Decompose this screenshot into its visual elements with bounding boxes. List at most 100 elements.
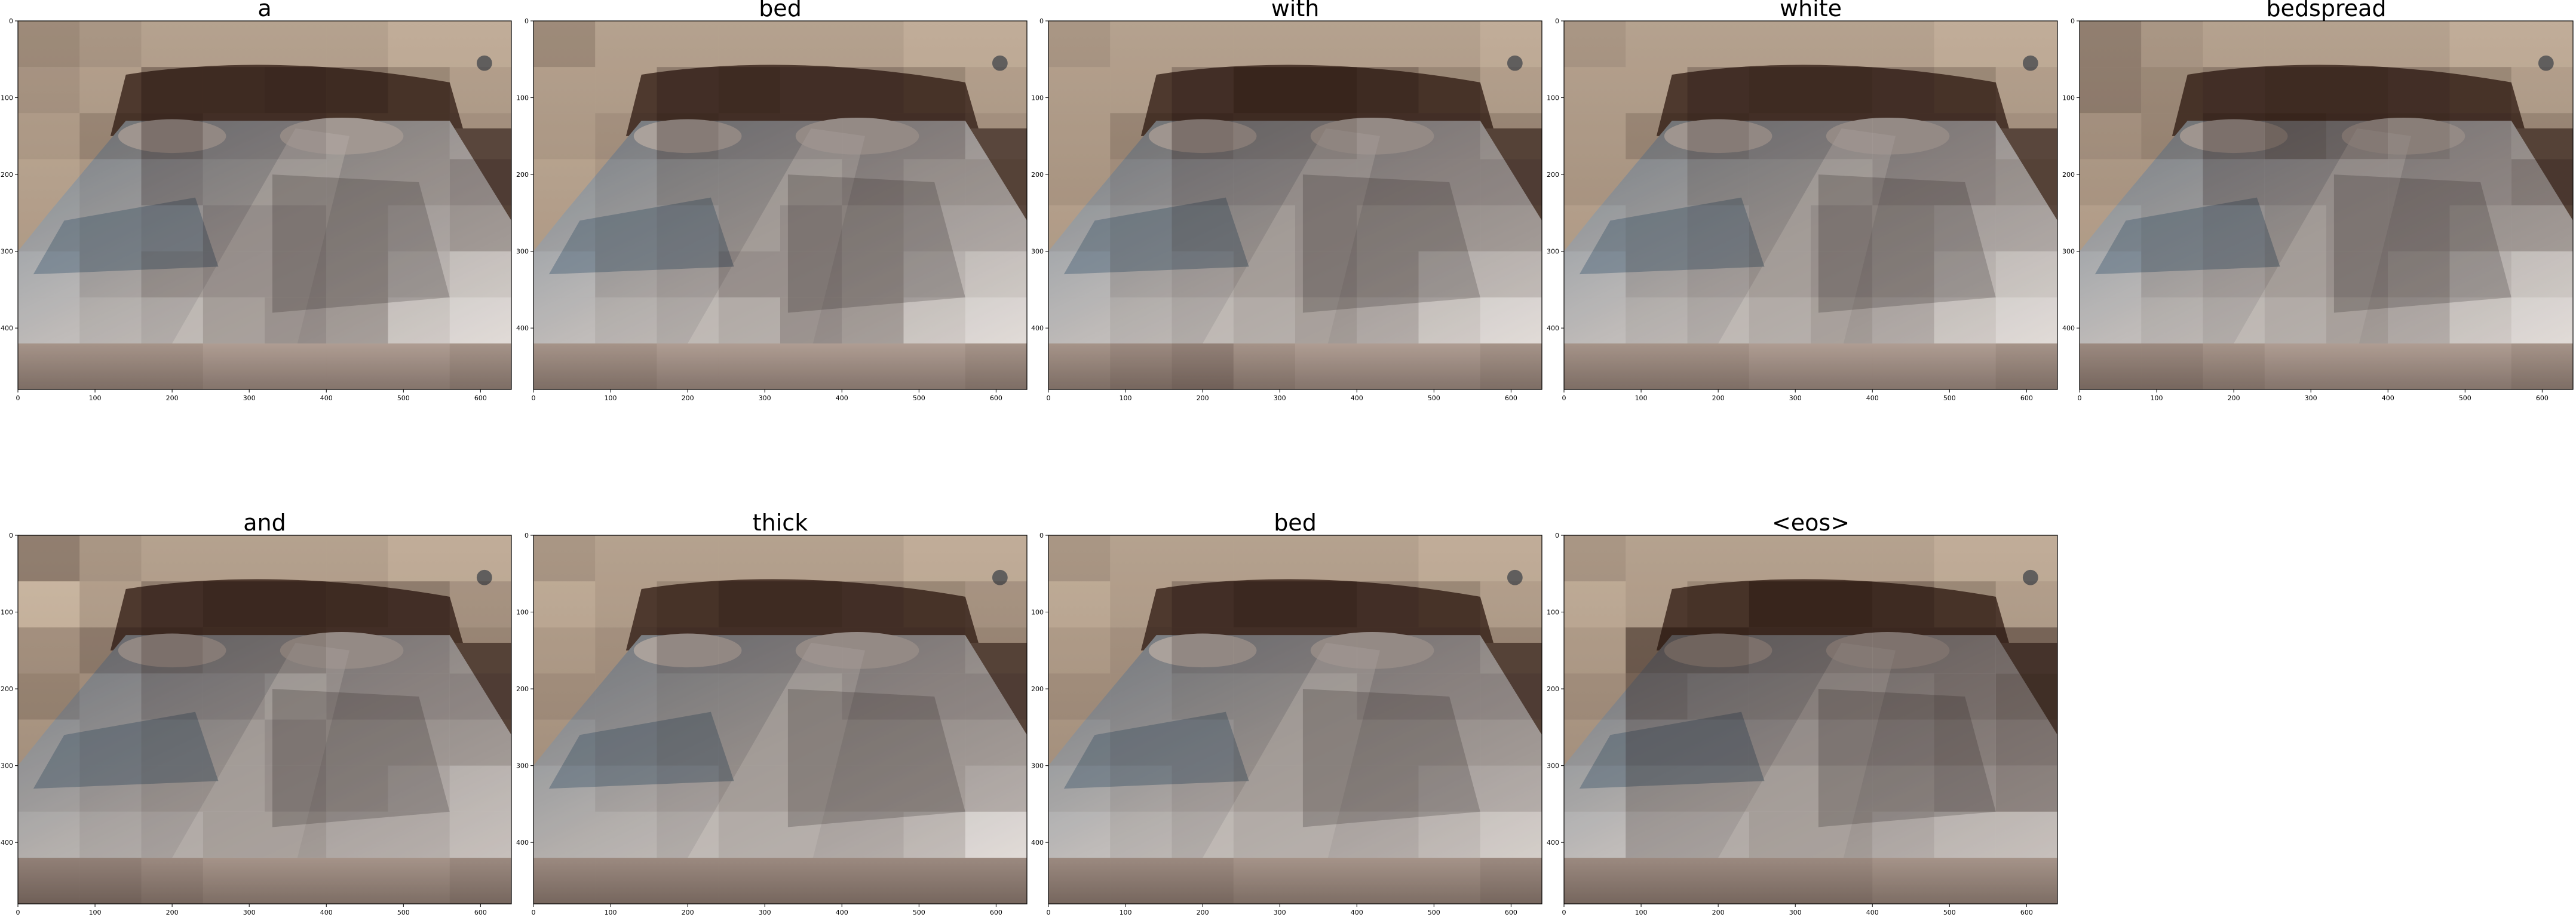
x-tick-label: 100 bbox=[1635, 909, 1648, 916]
attention-cell bbox=[449, 535, 511, 582]
attention-cell bbox=[780, 67, 842, 114]
attention-cell bbox=[265, 627, 327, 674]
attention-cell bbox=[265, 765, 327, 812]
attention-cell bbox=[2203, 113, 2265, 160]
x-tick-label: 500 bbox=[1943, 909, 1956, 916]
attention-cell bbox=[1110, 159, 1172, 206]
x-tick-label: 200 bbox=[682, 909, 694, 916]
attention-cell bbox=[1110, 627, 1172, 674]
y-tick-label: 0 bbox=[525, 532, 529, 539]
attention-cell bbox=[1357, 21, 1419, 68]
attention-cell bbox=[1418, 67, 1480, 114]
attention-cell bbox=[18, 581, 80, 628]
attention-cell bbox=[2141, 251, 2203, 298]
x-tick-label: 0 bbox=[2078, 394, 2082, 402]
attention-cell bbox=[1564, 113, 1626, 160]
attention-cell bbox=[1172, 627, 1234, 674]
attention-cell bbox=[533, 673, 596, 720]
y-tick-label: 0 bbox=[1555, 17, 1559, 25]
attention-cell bbox=[1357, 765, 1419, 812]
attention-cell bbox=[1110, 21, 1172, 68]
attention-cell bbox=[2080, 343, 2142, 390]
attention-cell bbox=[1480, 21, 1542, 68]
y-tick-label: 100 bbox=[1031, 94, 1044, 102]
panel-title-word: bed bbox=[759, 0, 802, 22]
attention-cell bbox=[141, 297, 203, 344]
attention-cell bbox=[2203, 251, 2265, 298]
attention-cell bbox=[533, 159, 596, 206]
panel-title-word: thick bbox=[753, 510, 808, 536]
attention-cell bbox=[388, 765, 450, 812]
attention-cell bbox=[203, 251, 265, 298]
attention-cell bbox=[1564, 627, 1626, 674]
attention-cell bbox=[326, 343, 388, 390]
attention-cell bbox=[533, 205, 596, 252]
attention-cell bbox=[1872, 297, 1934, 344]
attention-cell bbox=[965, 857, 1027, 904]
attention-cell bbox=[326, 159, 388, 206]
attention-cell bbox=[2141, 297, 2203, 344]
attention-cell bbox=[1172, 159, 1234, 206]
attention-cell bbox=[1048, 113, 1111, 160]
attention-cell bbox=[1995, 251, 2057, 298]
attention-cell bbox=[388, 205, 450, 252]
attention-cell bbox=[2080, 251, 2142, 298]
attention-cell bbox=[1418, 251, 1480, 298]
attention-cell bbox=[2449, 159, 2511, 206]
attention-cell bbox=[1418, 765, 1480, 812]
y-tick-label: 0 bbox=[525, 17, 529, 25]
attention-cell bbox=[326, 67, 388, 114]
attention-cell bbox=[1110, 251, 1172, 298]
attention-cell bbox=[1749, 67, 1811, 114]
attention-panel: and 0 100 200 300 400 500 600 0 100 200 300 400 bbox=[1, 510, 512, 916]
attention-cell bbox=[1995, 811, 2057, 858]
attention-cell bbox=[2388, 297, 2450, 344]
attention-cell bbox=[1749, 297, 1811, 344]
attention-cell bbox=[265, 113, 327, 160]
attention-cell bbox=[1687, 251, 1749, 298]
attention-panel: <eos> 0 100 200 300 400 500 600 0 100 200 300 400 bbox=[1547, 510, 2058, 916]
attention-cell bbox=[780, 159, 842, 206]
attention-cell bbox=[79, 765, 142, 812]
x-tick-label: 0 bbox=[1562, 394, 1566, 402]
attention-cell bbox=[903, 719, 965, 766]
attention-cell bbox=[326, 857, 388, 904]
attention-cell bbox=[965, 719, 1027, 766]
attention-cell bbox=[1172, 535, 1234, 582]
attention-cell bbox=[1295, 251, 1357, 298]
attention-cell bbox=[18, 205, 80, 252]
x-tick-label: 0 bbox=[1562, 909, 1566, 916]
attention-cell bbox=[1233, 535, 1295, 582]
attention-cell bbox=[533, 113, 596, 160]
attention-cell bbox=[533, 297, 596, 344]
attention-cell bbox=[1295, 765, 1357, 812]
attention-cell bbox=[657, 205, 719, 252]
attention-cell bbox=[1048, 535, 1111, 582]
attention-cell bbox=[265, 21, 327, 68]
attention-cell bbox=[203, 811, 265, 858]
attention-cell bbox=[1110, 67, 1172, 114]
attention-cell bbox=[1749, 205, 1811, 252]
attention-cell bbox=[326, 811, 388, 858]
y-tick-label: 300 bbox=[516, 248, 529, 256]
attention-cell bbox=[1687, 21, 1749, 68]
attention-cell bbox=[1811, 535, 1873, 582]
y-tick-label: 300 bbox=[1547, 762, 1559, 770]
x-tick-label: 0 bbox=[532, 394, 536, 402]
attention-cell bbox=[18, 159, 80, 206]
attention-cell bbox=[2141, 205, 2203, 252]
attention-cell bbox=[2388, 159, 2450, 206]
attention-cell bbox=[1811, 811, 1873, 858]
attention-cell bbox=[1626, 343, 1688, 390]
attention-cell bbox=[2511, 343, 2573, 390]
attention-cell bbox=[2264, 205, 2326, 252]
panel-title-word: bedspread bbox=[2266, 0, 2386, 22]
attention-cell bbox=[1233, 113, 1295, 160]
y-tick-label: 0 bbox=[9, 17, 13, 25]
attention-cell bbox=[388, 67, 450, 114]
y-tick-label: 200 bbox=[516, 685, 529, 693]
attention-cell bbox=[595, 857, 657, 904]
attention-cell bbox=[965, 113, 1027, 160]
attention-cell bbox=[1934, 205, 1996, 252]
attention-cell bbox=[2511, 113, 2573, 160]
